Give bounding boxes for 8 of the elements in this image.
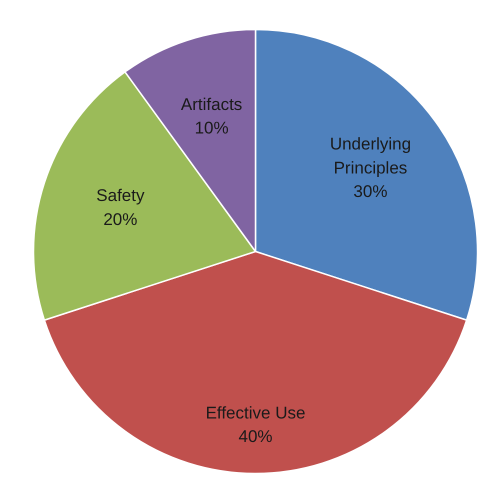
slice-label: Effective Use (206, 403, 306, 422)
data-label: 40% (238, 427, 273, 446)
slice-label: Safety (96, 186, 145, 206)
data-label: 30% (353, 182, 388, 202)
slice-label: Artifacts (180, 95, 242, 114)
data-label: 20% (103, 210, 138, 229)
data-label: 10% (194, 118, 229, 138)
slice-label: Underlying Principles (330, 134, 412, 178)
